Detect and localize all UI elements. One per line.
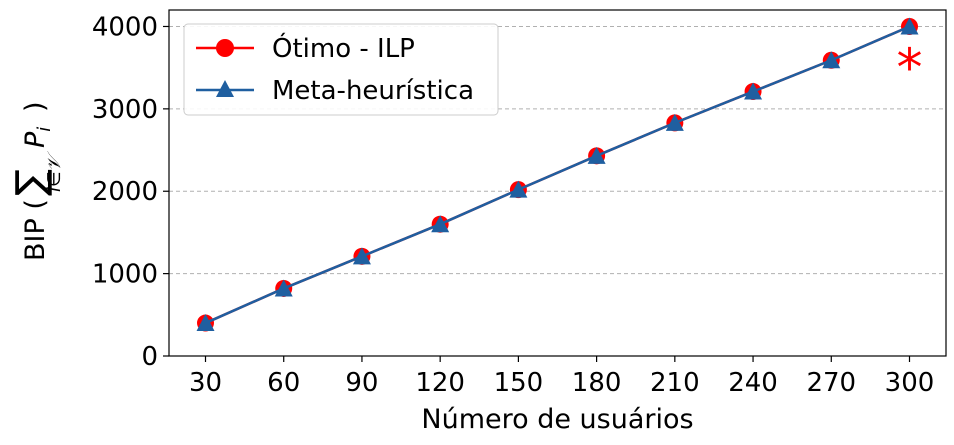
series-layer — [196, 17, 919, 332]
x-tick-label: 30 — [189, 368, 222, 398]
y-axis-label-suffix: ) — [20, 101, 51, 112]
x-axis-label: Número de usuários — [421, 404, 693, 435]
data-point-triangle — [744, 82, 763, 100]
x-axis-ticks: 30 60 90 120 150 180 210 240 270 300 — [189, 356, 934, 398]
y-axis-label-prefix: BIP ( — [20, 199, 51, 261]
y-axis-ticks: 0 1000 2000 3000 4000 — [92, 12, 169, 372]
legend-entry-ilp: Ótimo - ILP — [196, 32, 415, 64]
data-point-triangle — [196, 314, 215, 332]
y-tick-label: 2000 — [92, 177, 158, 207]
series-line-1 — [204, 25, 910, 325]
legend-entry-meta: Meta-heurística — [196, 76, 474, 106]
data-point-triangle — [352, 247, 371, 265]
legend-triangle-icon — [216, 80, 234, 97]
y-axis-label: BIP ( ∑ i∈𝒱 Pi ) — [8, 101, 65, 261]
legend-label-ilp: Ótimo - ILP — [272, 32, 415, 64]
data-point-triangle — [274, 279, 293, 297]
data-point-triangle — [431, 215, 450, 233]
x-tick-label: 60 — [267, 368, 300, 398]
y-axis-label-term: Pi — [20, 127, 55, 148]
y-axis-label-subscript: i∈𝒱 — [44, 150, 65, 192]
legend: Ótimo - ILP Meta-heurística — [183, 23, 499, 116]
x-tick-label: 300 — [885, 368, 935, 398]
x-tick-label: 120 — [415, 368, 465, 398]
annotations: * — [896, 38, 922, 98]
y-tick-label: 3000 — [92, 95, 158, 125]
plot-frame — [168, 9, 947, 357]
data-point-triangle — [900, 17, 919, 35]
data-point-triangle — [509, 180, 528, 198]
x-tick-label: 240 — [728, 368, 778, 398]
x-tick-label: 150 — [494, 368, 544, 398]
x-tick-label: 210 — [650, 368, 700, 398]
legend-label-meta: Meta-heurística — [272, 76, 474, 106]
data-point-triangle — [822, 51, 841, 69]
annotation-asterisk: * — [896, 38, 922, 98]
legend-box — [183, 23, 499, 116]
y-axis-label-symbol: ∑ — [8, 169, 54, 196]
x-tick-label: 90 — [345, 368, 378, 398]
data-point-triangle — [587, 146, 606, 164]
y-tick-label: 4000 — [92, 12, 158, 42]
x-tick-label: 270 — [806, 368, 856, 398]
y-tick-label: 1000 — [92, 260, 158, 290]
data-point-triangle — [665, 113, 684, 131]
x-tick-label: 180 — [572, 368, 622, 398]
y-tick-label: 0 — [141, 342, 158, 372]
legend-circle-icon — [216, 39, 234, 57]
